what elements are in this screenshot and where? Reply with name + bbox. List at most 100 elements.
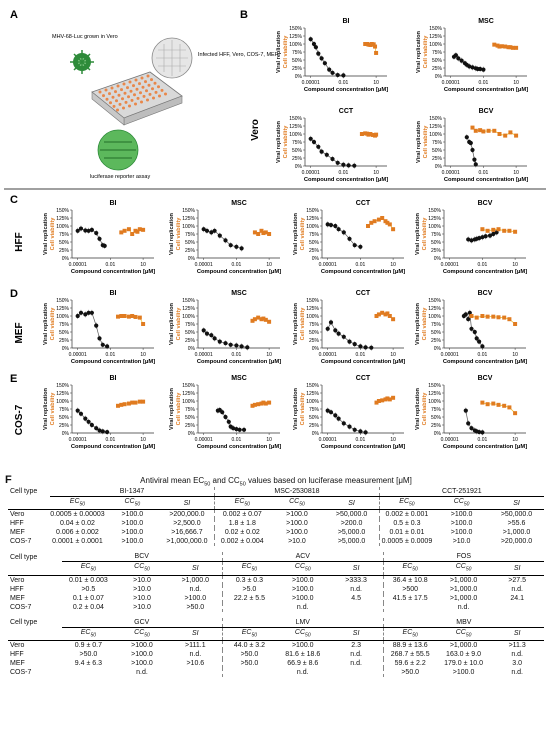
y-tick-label: 100%: [56, 314, 69, 320]
y-tick-label: 0%: [295, 164, 303, 170]
y-axis-label-viability: Cell viability: [50, 307, 56, 341]
viability-point: [261, 400, 266, 405]
viability-point: [391, 227, 396, 232]
table-cell: n.d.: [296, 669, 309, 677]
subheader: CC50: [269, 496, 325, 511]
plate-well: [136, 96, 140, 100]
y-tick-label: 0%: [62, 431, 70, 437]
x-axis-label: Compound concentration [μM]: [197, 359, 281, 365]
viral-point: [83, 312, 88, 317]
table-cell: 0.02 ± 0.02: [214, 528, 270, 538]
subheader: CC50: [434, 496, 489, 511]
viability-point: [385, 396, 390, 401]
plate-well: [150, 78, 153, 82]
y-axis-label-viral: Viral replication: [415, 212, 421, 254]
viability-point: [371, 42, 376, 47]
viral-point: [358, 344, 363, 349]
viral-point: [201, 328, 206, 333]
viral-point: [352, 163, 357, 168]
chart-hff-bi: BI 0% 25% 50% 75% 100% 125% 150% 0.00001 0.01 10Co…: [43, 200, 155, 275]
viability-fit-line: [472, 127, 517, 137]
subheader: SI: [489, 496, 544, 511]
table-cell: [221, 602, 276, 612]
viral-point: [100, 429, 105, 434]
viability-point: [507, 405, 512, 410]
y-tick-label: 150%: [306, 383, 319, 389]
table-cell: [330, 603, 384, 612]
x-tick-label: 10: [513, 170, 519, 176]
y-tick-label: 100%: [306, 314, 319, 320]
viability-point: [481, 129, 486, 134]
chart-title: BCV: [478, 290, 493, 297]
y-tick-label: 100%: [182, 224, 195, 230]
viability-point: [480, 227, 485, 232]
x-axis-label: Compound concentration [μM]: [71, 269, 155, 275]
table-cell: >100.0: [286, 520, 308, 528]
table-cell: >10.0: [452, 538, 471, 546]
y-tick-label: 100%: [429, 132, 442, 138]
viral-point: [469, 326, 474, 331]
viral-point: [333, 413, 338, 418]
viral-point: [239, 344, 244, 349]
chart-title: BCV: [479, 108, 494, 115]
table-cell: >20,000.0: [500, 538, 533, 546]
subheader: CC50: [275, 627, 330, 642]
table-block-grid: Cell type BCV ACV FOS EC50 CC50 SI EC50 CC50 SI EC…: [8, 546, 544, 612]
viability-point: [513, 229, 518, 234]
subheader: EC50: [221, 627, 276, 642]
viral-point: [470, 147, 475, 153]
viability-point: [116, 403, 121, 408]
plate-well: [138, 82, 141, 86]
y-tick-label: 50%: [59, 240, 70, 246]
plate-well: [164, 92, 167, 96]
table-cell: 0.2 ± 0.04: [72, 603, 104, 611]
viral-point: [325, 408, 330, 413]
plate-well: [122, 82, 126, 86]
x-tick-label: 0.00001: [319, 262, 337, 268]
y-tick-label: 25%: [431, 423, 442, 429]
plate-well: [134, 102, 137, 106]
x-tick-label: 10: [512, 352, 518, 358]
viability-point: [480, 400, 485, 405]
viability-point: [508, 45, 513, 50]
y-tick-label: 0%: [312, 346, 320, 352]
plate-wells: [98, 74, 167, 112]
viability-point: [503, 133, 508, 138]
y-axis-label-viral: Viral replication: [293, 302, 299, 344]
x-tick-label: 0.01: [479, 80, 489, 86]
table-row: COS-7 0.0001 ± 0.0001 >100.0 >1,000,000.0 0.…: [8, 537, 544, 547]
viral-point: [204, 228, 210, 233]
table-row: MEF 9.4 ± 6.3 >100.0 >10.6 >50.0 66.9 ± 8.6 n.…: [8, 659, 544, 669]
viral-point: [234, 427, 239, 432]
table-cell: 0.9 ± 0.7: [74, 642, 102, 650]
y-tick-label: 50%: [431, 415, 442, 421]
viability-point: [126, 314, 131, 319]
x-tick-label: 0.00001: [442, 170, 460, 176]
viability-point: [122, 228, 127, 233]
plate-well: [115, 99, 118, 103]
infected-cells-icon: [151, 37, 193, 79]
viability-point: [508, 130, 513, 135]
y-axis-label-viral: Viral replication: [43, 212, 49, 254]
table-cell: >1,000.0: [181, 576, 210, 584]
viral-fit-line: [327, 321, 372, 349]
y-tick-label: 150%: [429, 116, 442, 122]
plate-well: [102, 94, 105, 98]
y-tick-label: 100%: [428, 399, 441, 405]
x-tick-label: 0.01: [339, 170, 349, 176]
viability-point: [263, 230, 268, 235]
y-tick-label: 150%: [56, 383, 69, 389]
table-cell: >100.0: [286, 529, 308, 537]
viral-point: [209, 333, 214, 338]
charts-layer: BI0%25%50%75%100%125%150%0.00001 0.01 10Co…: [43, 18, 528, 450]
y-tick-label: 150%: [289, 116, 302, 122]
plate-well: [152, 96, 155, 100]
viability-point: [391, 395, 396, 400]
viability-point: [373, 44, 378, 49]
chart-title: BI: [110, 375, 117, 382]
table-block: Cell type BCV ACV FOS EC50 CC50 SI EC50 CC50 SI EC…: [8, 546, 544, 612]
x-tick-label: 0.01: [478, 262, 488, 268]
